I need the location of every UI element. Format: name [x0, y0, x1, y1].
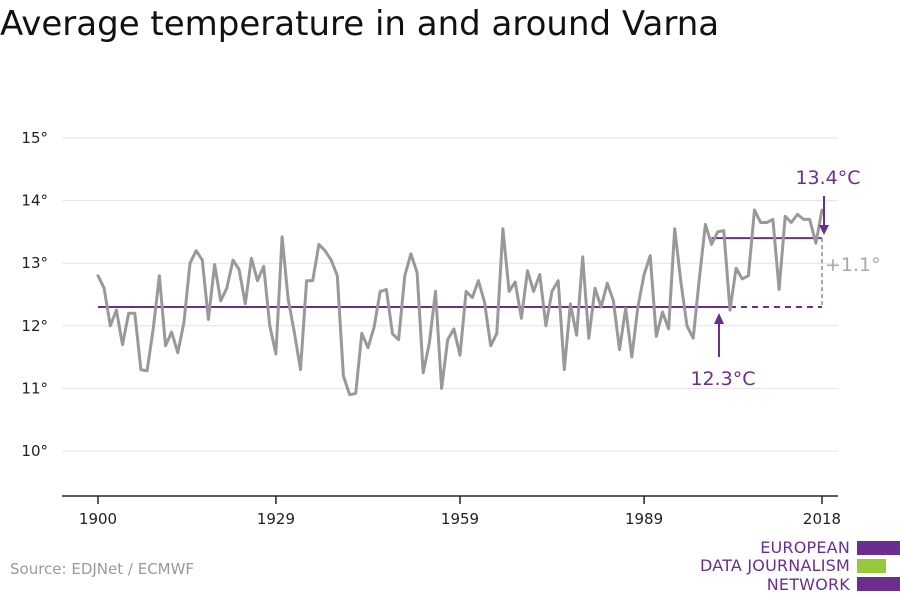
x-tick-label: 1959 — [441, 510, 479, 528]
x-tick-label: 2018 — [803, 510, 841, 528]
edjnet-logo: EUROPEAN DATA JOURNALISM NETWORK — [700, 538, 900, 598]
delta-label: +1.1° — [825, 254, 881, 276]
x-tick-label: 1900 — [79, 510, 117, 528]
recent-average-label: 13.4°C — [795, 167, 860, 189]
temperature-series-line — [96, 208, 824, 397]
baseline-arrow-head — [714, 313, 724, 324]
logo-bar-middle — [857, 559, 886, 573]
reference-lines — [98, 237, 822, 309]
y-tick-label: 14° — [21, 192, 48, 210]
x-tick-label: 1989 — [625, 510, 663, 528]
chart-title: Average temperature in and around Varna — [0, 4, 720, 44]
gridlines — [62, 137, 838, 452]
logo-bar-bottom — [857, 577, 900, 591]
y-tick-label: 10° — [21, 442, 48, 460]
logo-bar-top — [857, 541, 900, 555]
logo-line-3: NETWORK — [766, 575, 850, 594]
x-axis: 1900 1929 1959 1989 2018 — [62, 495, 841, 528]
line-chart: 10°11°12°13°14°15° 1900 1929 1959 1989 2018 … — [21, 129, 880, 528]
y-tick-label: 15° — [21, 129, 48, 147]
logo-line-1: EUROPEAN — [760, 538, 850, 557]
y-tick-label: 12° — [21, 317, 48, 335]
y-tick-label: 11° — [21, 379, 48, 397]
y-axis-ticks: 10° 11° 12° 13° 14° 15° — [21, 129, 48, 460]
baseline-average-label: 12.3°C — [690, 368, 755, 390]
recent-arrow-head — [819, 225, 829, 235]
annotations: +1.1° 13.4°C 12.3°C — [690, 167, 880, 390]
logo-line-2: DATA JOURNALISM — [700, 556, 850, 575]
y-tick-label: 13° — [21, 254, 48, 272]
x-tick-label: 1929 — [257, 510, 295, 528]
source-note: Source: EDJNet / ECMWF — [10, 560, 195, 578]
